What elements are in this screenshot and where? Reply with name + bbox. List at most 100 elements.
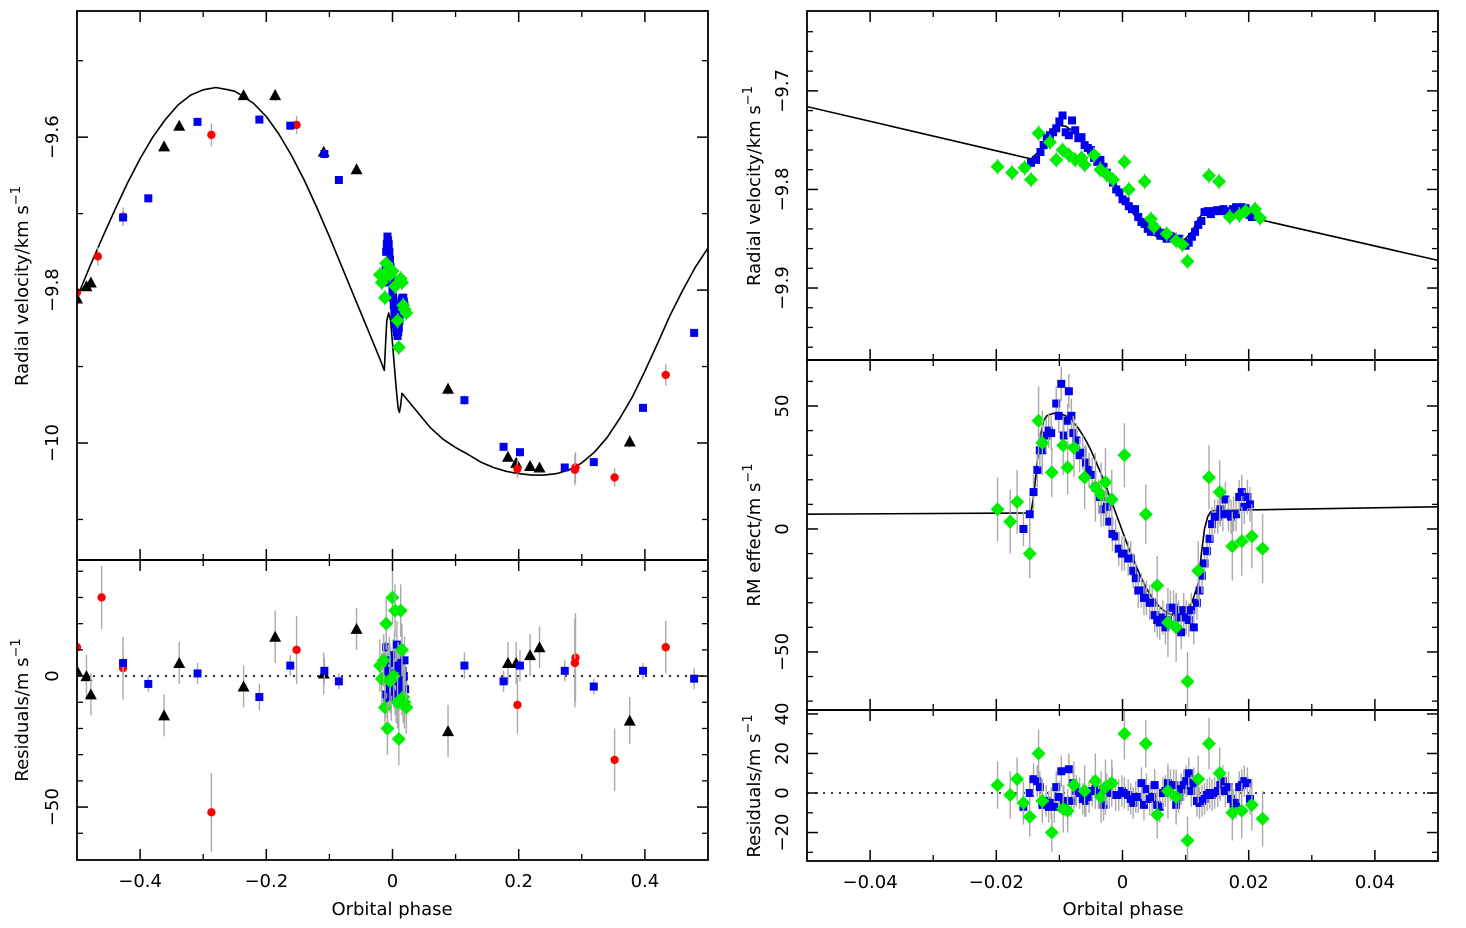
left-rv-ylabel: Radial velocity/km s−1 xyxy=(9,186,33,386)
data-point-square xyxy=(1134,792,1143,801)
data-point-triangle xyxy=(442,382,455,394)
data-point-square xyxy=(1054,792,1063,801)
series-green-diamonds xyxy=(990,386,1270,710)
y-tick-label: −9.7 xyxy=(772,69,793,113)
data-point-square xyxy=(1243,779,1252,788)
data-point-square xyxy=(1187,232,1196,241)
data-point-square xyxy=(193,117,202,126)
data-point-square xyxy=(1131,574,1140,583)
series-blue-squares xyxy=(1019,753,1254,827)
data-point-diamond xyxy=(1175,237,1190,252)
data-point-diamond xyxy=(990,159,1005,174)
data-point-square xyxy=(560,666,569,675)
data-point-triangle xyxy=(442,725,455,737)
data-point-square xyxy=(1191,227,1200,236)
right-rm-panel: 50 0 −50 xyxy=(772,359,1439,711)
data-point-square xyxy=(1033,777,1042,786)
data-point-diamond xyxy=(1222,210,1237,225)
series-black-triangles xyxy=(77,88,636,473)
x-axis: −0.4 −0.2 0 0.2 0.4 xyxy=(118,560,659,892)
data-point-square xyxy=(515,448,524,457)
data-point-diamond xyxy=(1137,174,1152,189)
plot-area xyxy=(77,566,708,852)
data-point-diamond xyxy=(1180,254,1195,269)
y-tick-label: −20 xyxy=(772,814,793,852)
series-blue-squares xyxy=(119,115,699,472)
data-point-diamond xyxy=(1244,529,1259,544)
data-point-square xyxy=(1068,116,1077,125)
data-point-diamond xyxy=(1191,772,1206,787)
data-point-square xyxy=(334,677,343,686)
data-point-diamond xyxy=(394,642,409,657)
data-point-square xyxy=(1187,787,1196,796)
data-point-square xyxy=(1129,566,1138,575)
data-point-diamond xyxy=(1255,541,1270,556)
data-point-diamond xyxy=(1035,435,1050,450)
y-tick-label: −50 xyxy=(772,633,793,671)
data-point-diamond xyxy=(1212,174,1227,189)
data-point-triangle xyxy=(524,649,537,661)
data-point-square xyxy=(1067,796,1076,805)
data-point-square xyxy=(515,661,524,670)
data-point-diamond xyxy=(1138,507,1153,522)
data-point-triangle xyxy=(510,456,523,468)
y-tick-label: −9.8 xyxy=(772,168,793,212)
data-point-circle xyxy=(513,700,522,710)
data-point-triangle xyxy=(533,461,546,473)
series-green-diamonds xyxy=(372,571,414,766)
left-residuals-ylabel: Residuals/m s−1 xyxy=(9,638,33,781)
data-point-diamond xyxy=(1147,219,1162,234)
data-point-square xyxy=(1184,615,1193,624)
data-point-triangle xyxy=(269,89,282,101)
data-point-square xyxy=(1208,520,1217,529)
data-point-square xyxy=(1075,789,1084,798)
data-point-square xyxy=(639,666,648,675)
data-point-diamond xyxy=(1255,811,1270,826)
data-point-square xyxy=(1114,544,1123,553)
data-point-square xyxy=(1235,492,1244,501)
data-point-diamond xyxy=(1169,789,1184,804)
data-point-square xyxy=(1099,800,1108,809)
data-point-diamond xyxy=(1159,226,1174,241)
data-point-triangle xyxy=(501,450,514,462)
data-point-square xyxy=(1029,488,1038,497)
series-black-triangles xyxy=(77,607,636,758)
data-point-square xyxy=(1177,628,1186,637)
data-point-diamond xyxy=(1169,620,1184,635)
data-point-square xyxy=(1120,549,1129,558)
data-point-square xyxy=(385,255,394,264)
data-point-square xyxy=(1189,623,1198,632)
series-blue-squares xyxy=(119,649,699,711)
data-point-diamond xyxy=(1088,774,1103,789)
data-point-diamond xyxy=(1160,784,1175,799)
data-point-diamond xyxy=(391,731,406,746)
data-point-square xyxy=(1203,547,1212,556)
data-point-square xyxy=(1035,783,1044,792)
data-point-square xyxy=(499,442,508,451)
data-point-square xyxy=(1115,188,1124,197)
data-point-diamond xyxy=(1066,440,1081,455)
data-point-square xyxy=(1052,399,1061,408)
x-tick-label: 0 xyxy=(387,871,398,892)
data-point-square xyxy=(1221,495,1230,504)
y-axis: 0 −50 xyxy=(42,570,708,834)
data-point-square xyxy=(1134,213,1143,222)
data-point-triangle xyxy=(237,89,250,101)
data-point-square xyxy=(144,679,153,688)
data-point-square xyxy=(193,669,202,678)
data-point-square xyxy=(1052,124,1061,133)
data-point-diamond xyxy=(1225,539,1240,554)
data-point-square xyxy=(392,640,401,649)
data-point-square xyxy=(1058,111,1067,120)
data-point-square xyxy=(1121,197,1130,206)
data-point-square xyxy=(1036,147,1045,156)
data-point-square xyxy=(1197,216,1206,225)
data-point-square xyxy=(320,666,329,675)
data-point-square xyxy=(1150,781,1159,790)
data-point-square xyxy=(1111,532,1120,541)
data-point-square xyxy=(560,463,569,472)
data-point-square xyxy=(1077,133,1086,142)
data-point-square xyxy=(1232,510,1241,519)
data-point-circle xyxy=(207,808,216,817)
data-point-square xyxy=(1137,779,1146,788)
